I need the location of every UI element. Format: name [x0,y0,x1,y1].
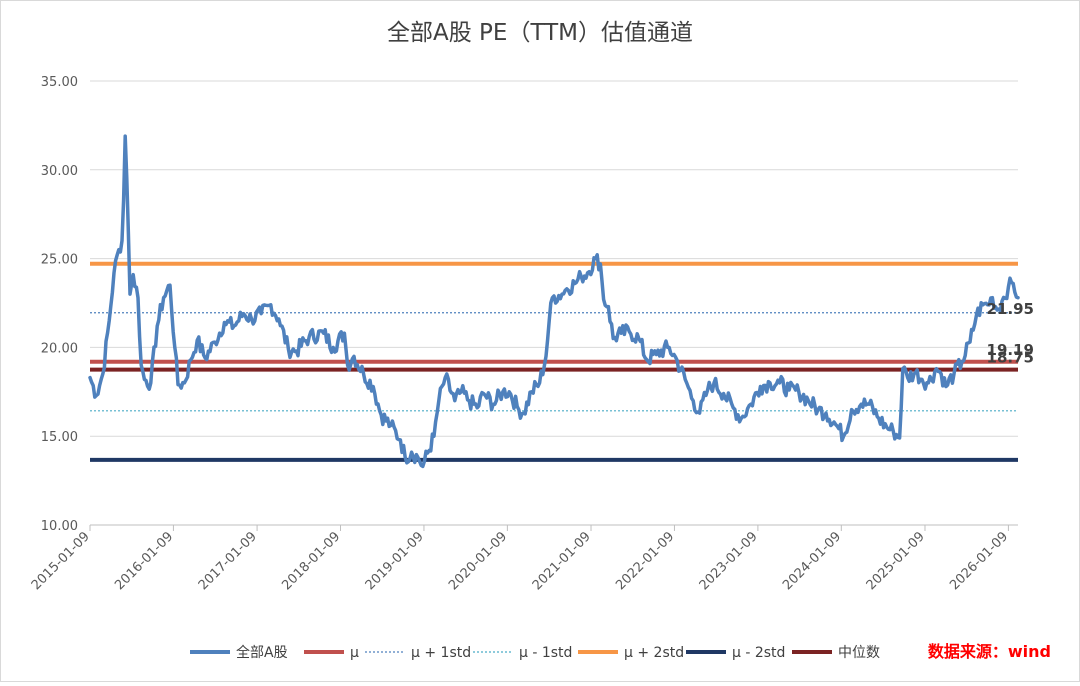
value-label: 18.75 [987,349,1034,367]
legend: 全部A股 μ μ + 1std μ - 1std μ + 2std μ - 2std 中位数 [190,644,880,661]
value-label: 19.19 [987,341,1034,359]
legend-item: 全部A股 [190,644,288,661]
legend-item: μ [304,645,359,661]
x-tick-label: 2017-01-09 [196,529,260,593]
legend-label: 全部A股 [236,644,288,661]
x-tick-label: 2020-01-09 [446,529,510,593]
legend-item: μ + 2std [578,645,684,661]
legend-item: μ + 1std [365,645,471,661]
legend-item: 中位数 [792,645,880,661]
channel-lines [90,261,1018,462]
x-axis: 2015-01-09 2016-01-09 2017-01-09 2018-01-09… [29,524,1018,593]
y-tick-label: 30.00 [41,164,78,179]
legend-label: μ [350,645,359,661]
x-tick-label: 2021-01-09 [530,529,594,593]
x-tick-label: 2016-01-09 [112,529,176,593]
chart-title: 全部A股 PE（TTM）估值通道 [387,20,693,46]
x-tick-label: 2015-01-09 [29,529,93,593]
x-tick-label: 2023-01-09 [697,529,761,593]
legend-item: μ - 2std [686,645,785,661]
x-tick-label: 2018-01-09 [279,529,343,593]
legend-label: 中位数 [838,645,880,661]
legend-item: μ - 1std [473,645,572,661]
x-tick-label: 2026-01-09 [947,529,1011,593]
legend-label: μ - 2std [732,645,785,661]
x-tick-label: 2024-01-09 [780,529,844,593]
y-tick-label: 20.00 [41,341,78,356]
y-tick-label: 10.00 [41,519,78,534]
x-tick-label: 2022-01-09 [613,529,677,593]
series-line-pe [88,134,1020,469]
y-tick-label: 25.00 [41,253,78,268]
x-tick-label: 2025-01-09 [864,529,928,593]
source-note: 数据来源：wind [928,642,1051,661]
legend-label: μ + 1std [411,645,471,661]
y-axis: 10.00 15.00 20.00 25.00 30.00 35.00 [41,75,78,534]
legend-label: μ + 2std [624,645,684,661]
series-layer [88,134,1020,469]
x-tick-label: 2019-01-09 [363,529,427,593]
y-tick-label: 35.00 [41,75,78,90]
value-label: 21.95 [987,300,1034,318]
y-tick-label: 15.00 [41,430,78,445]
legend-label: μ - 1std [519,645,572,661]
value-labels: 19.19 21.95 18.75 [987,300,1034,367]
